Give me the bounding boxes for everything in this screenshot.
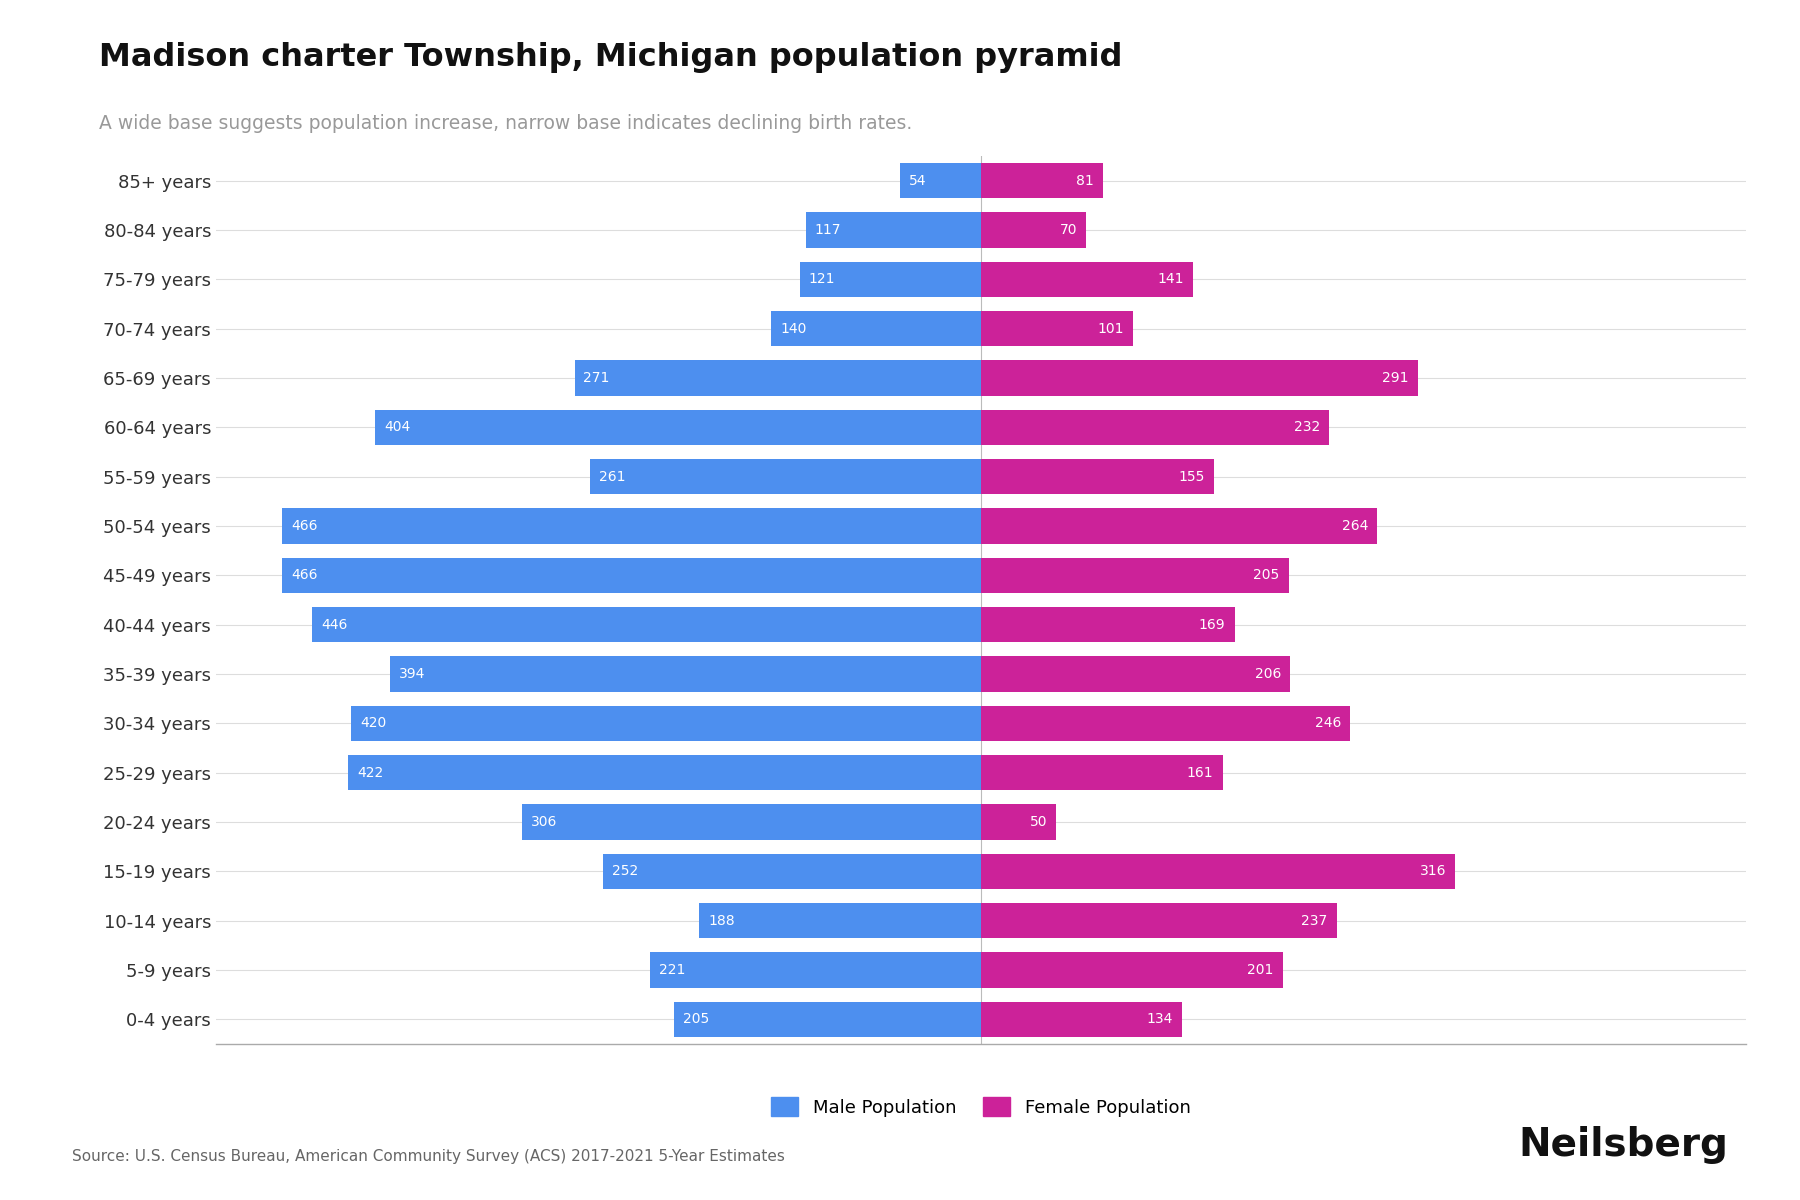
Text: 205: 205 xyxy=(1253,569,1280,582)
Bar xyxy=(900,163,981,198)
Bar xyxy=(673,1002,981,1037)
Bar xyxy=(799,262,981,298)
Text: 140: 140 xyxy=(779,322,806,336)
Bar xyxy=(981,458,1213,494)
Bar xyxy=(981,558,1289,593)
Text: 121: 121 xyxy=(808,272,835,287)
Bar xyxy=(981,409,1328,445)
Bar xyxy=(981,360,1418,396)
Text: 446: 446 xyxy=(320,618,347,631)
Bar xyxy=(981,953,1282,988)
Text: 404: 404 xyxy=(383,420,410,434)
Bar xyxy=(603,853,981,889)
Text: 306: 306 xyxy=(531,815,558,829)
Text: 206: 206 xyxy=(1255,667,1282,680)
Text: 101: 101 xyxy=(1096,322,1123,336)
Bar xyxy=(347,755,981,791)
Text: 252: 252 xyxy=(612,864,639,878)
Bar xyxy=(806,212,981,247)
Bar xyxy=(981,755,1222,791)
Bar xyxy=(981,706,1350,742)
Text: 134: 134 xyxy=(1147,1013,1174,1026)
Bar xyxy=(981,656,1291,691)
Bar xyxy=(522,804,981,840)
Text: 155: 155 xyxy=(1179,469,1204,484)
Text: 188: 188 xyxy=(707,913,734,928)
Bar xyxy=(650,953,981,988)
Bar xyxy=(981,509,1377,544)
Text: A wide base suggests population increase, narrow base indicates declining birth : A wide base suggests population increase… xyxy=(99,114,913,133)
Bar xyxy=(981,902,1336,938)
Bar xyxy=(283,558,981,593)
Text: 466: 466 xyxy=(292,569,317,582)
Text: 264: 264 xyxy=(1341,520,1368,533)
Text: 50: 50 xyxy=(1030,815,1048,829)
Bar xyxy=(311,607,981,642)
Text: Neilsberg: Neilsberg xyxy=(1517,1126,1728,1164)
Bar xyxy=(283,509,981,544)
Bar xyxy=(391,656,981,691)
Text: 70: 70 xyxy=(1060,223,1076,238)
Bar xyxy=(981,163,1102,198)
Text: Source: U.S. Census Bureau, American Community Survey (ACS) 2017-2021 5-Year Est: Source: U.S. Census Bureau, American Com… xyxy=(72,1150,785,1164)
Text: 201: 201 xyxy=(1247,962,1274,977)
Text: 291: 291 xyxy=(1382,371,1408,385)
Text: 271: 271 xyxy=(583,371,610,385)
Text: 54: 54 xyxy=(909,174,927,187)
Bar xyxy=(351,706,981,742)
Text: Madison charter Township, Michigan population pyramid: Madison charter Township, Michigan popul… xyxy=(99,42,1123,73)
Text: 81: 81 xyxy=(1076,174,1094,187)
Text: 205: 205 xyxy=(682,1013,709,1026)
Text: 420: 420 xyxy=(360,716,387,731)
Text: 117: 117 xyxy=(814,223,841,238)
Bar xyxy=(981,853,1454,889)
Text: 169: 169 xyxy=(1199,618,1226,631)
Bar xyxy=(374,409,981,445)
Text: 316: 316 xyxy=(1420,864,1445,878)
Text: 261: 261 xyxy=(598,469,625,484)
Bar xyxy=(590,458,981,494)
Text: 161: 161 xyxy=(1186,766,1213,780)
Text: 394: 394 xyxy=(400,667,425,680)
Legend: Male Population, Female Population: Male Population, Female Population xyxy=(763,1090,1199,1123)
Text: 221: 221 xyxy=(659,962,684,977)
Text: 232: 232 xyxy=(1294,420,1319,434)
Bar xyxy=(981,212,1085,247)
Bar xyxy=(698,902,981,938)
Bar xyxy=(770,311,981,347)
Bar xyxy=(981,262,1192,298)
Bar xyxy=(981,804,1057,840)
Text: 141: 141 xyxy=(1157,272,1184,287)
Text: 466: 466 xyxy=(292,520,317,533)
Bar xyxy=(981,607,1235,642)
Bar xyxy=(981,311,1132,347)
Bar xyxy=(981,1002,1183,1037)
Text: 237: 237 xyxy=(1301,913,1328,928)
Text: 246: 246 xyxy=(1314,716,1341,731)
Text: 422: 422 xyxy=(356,766,383,780)
Bar xyxy=(574,360,981,396)
